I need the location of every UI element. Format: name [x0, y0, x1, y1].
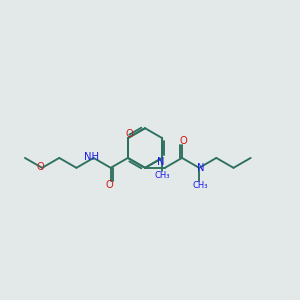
Text: CH₃: CH₃ [192, 181, 208, 190]
Text: NH: NH [84, 152, 99, 162]
Text: O: O [179, 136, 187, 146]
Text: O: O [125, 129, 133, 139]
Text: N: N [158, 157, 165, 167]
Text: N: N [197, 163, 205, 173]
Text: O: O [36, 162, 44, 172]
Text: O: O [106, 180, 114, 190]
Text: CH₃: CH₃ [154, 171, 170, 180]
